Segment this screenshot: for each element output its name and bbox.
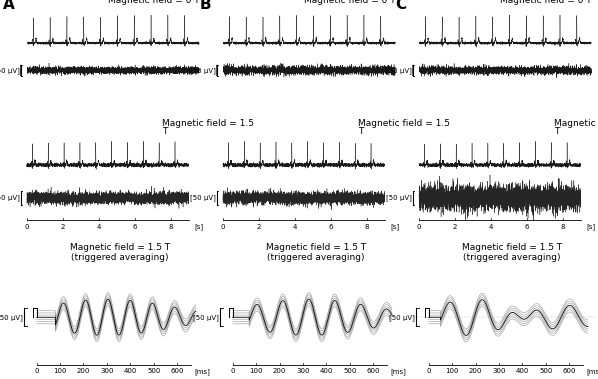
- Text: 0: 0: [25, 224, 29, 230]
- Text: 0: 0: [35, 368, 39, 374]
- Text: 6: 6: [524, 224, 529, 230]
- Text: 500: 500: [343, 368, 356, 374]
- Text: [50 μV]: [50 μV]: [193, 314, 219, 321]
- Text: 8: 8: [364, 224, 369, 230]
- Text: 4: 4: [96, 224, 101, 230]
- Text: Magnetic field = 0 T: Magnetic field = 0 T: [304, 0, 395, 5]
- Text: 0: 0: [417, 224, 421, 230]
- Text: C: C: [395, 0, 407, 13]
- Text: 200: 200: [273, 368, 286, 374]
- Text: 200: 200: [77, 368, 90, 374]
- Text: [50 μV]: [50 μV]: [190, 67, 216, 74]
- Text: [s]: [s]: [194, 224, 203, 230]
- Text: [s]: [s]: [586, 224, 595, 230]
- Text: 500: 500: [147, 368, 160, 374]
- Text: 600: 600: [170, 368, 184, 374]
- Text: Magnetic field = 1.5 T
(triggered averaging): Magnetic field = 1.5 T (triggered averag…: [266, 243, 366, 262]
- Text: 600: 600: [563, 368, 576, 374]
- Text: A: A: [3, 0, 15, 13]
- Text: 400: 400: [320, 368, 333, 374]
- Text: B: B: [199, 0, 211, 13]
- Text: 400: 400: [515, 368, 529, 374]
- Text: 500: 500: [539, 368, 553, 374]
- Text: 600: 600: [367, 368, 380, 374]
- Text: [50 μV]: [50 μV]: [386, 67, 412, 74]
- Text: T: T: [162, 127, 167, 136]
- Text: 100: 100: [446, 368, 459, 374]
- Text: 8: 8: [560, 224, 565, 230]
- Text: [50 μV]: [50 μV]: [0, 195, 20, 201]
- Text: [50 μV]: [50 μV]: [386, 195, 412, 201]
- Text: Magnetic field = 1.5 T
(triggered averaging): Magnetic field = 1.5 T (triggered averag…: [462, 243, 562, 262]
- Text: 2: 2: [453, 224, 457, 230]
- Text: Magnetic field = 1.5: Magnetic field = 1.5: [358, 119, 450, 128]
- Text: 200: 200: [469, 368, 483, 374]
- Text: [ms]: [ms]: [390, 368, 407, 375]
- Text: 100: 100: [249, 368, 263, 374]
- Text: 2: 2: [257, 224, 261, 230]
- Text: 400: 400: [124, 368, 137, 374]
- Text: 0: 0: [221, 224, 225, 230]
- Text: [50 μV]: [50 μV]: [190, 195, 216, 201]
- Text: 4: 4: [489, 224, 493, 230]
- Text: 300: 300: [492, 368, 506, 374]
- Text: [ms]: [ms]: [195, 368, 210, 375]
- Text: 300: 300: [100, 368, 114, 374]
- Text: 6: 6: [132, 224, 137, 230]
- Text: 300: 300: [296, 368, 310, 374]
- Text: 4: 4: [292, 224, 297, 230]
- Text: [50 μV]: [50 μV]: [0, 314, 23, 321]
- Text: 8: 8: [168, 224, 173, 230]
- Text: [ms]: [ms]: [587, 368, 598, 375]
- Text: Magnetic field = 1.5: Magnetic field = 1.5: [162, 119, 254, 128]
- Text: 2: 2: [60, 224, 65, 230]
- Text: [s]: [s]: [390, 224, 399, 230]
- Text: T: T: [358, 127, 364, 136]
- Text: 0: 0: [230, 368, 235, 374]
- Text: T: T: [554, 127, 560, 136]
- Text: [50 μV]: [50 μV]: [0, 67, 20, 74]
- Text: Magnetic field = 1.5: Magnetic field = 1.5: [554, 119, 598, 128]
- Text: 0: 0: [426, 368, 431, 374]
- Text: 100: 100: [53, 368, 67, 374]
- Text: Magnetic field = 0 T: Magnetic field = 0 T: [108, 0, 199, 5]
- Text: 6: 6: [328, 224, 333, 230]
- Text: Magnetic field = 1.5 T
(triggered averaging): Magnetic field = 1.5 T (triggered averag…: [69, 243, 170, 262]
- Text: [50 μV]: [50 μV]: [389, 314, 415, 321]
- Text: Magnetic field = 0 T: Magnetic field = 0 T: [500, 0, 591, 5]
